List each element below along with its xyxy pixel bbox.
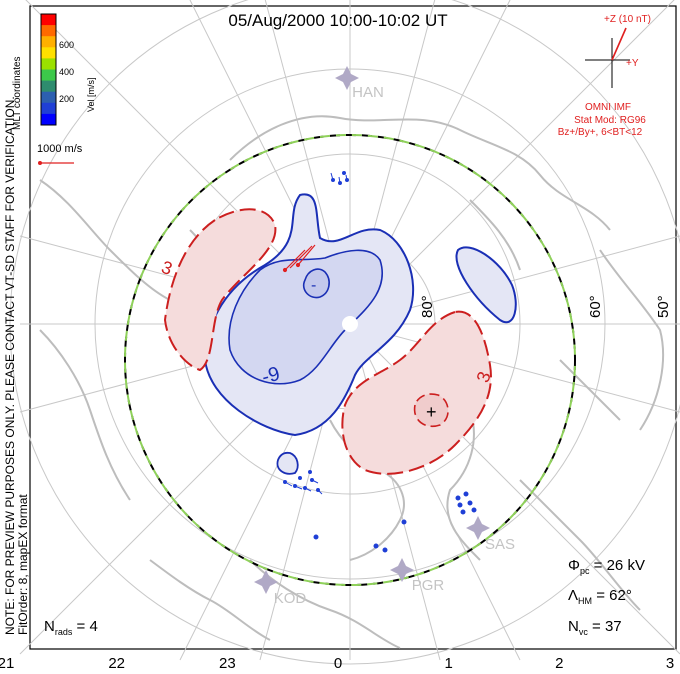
station-kod: KOD xyxy=(274,590,307,607)
velocity-colorbar xyxy=(41,14,56,126)
mlt-tick-label: 3 xyxy=(666,655,674,672)
red-vectors xyxy=(282,244,316,273)
latitude-label-80: 80° xyxy=(419,295,436,318)
hm-latitude: ΛHM = 62° xyxy=(568,587,632,606)
cross-polar-potential: Φpc = 26 kV xyxy=(568,557,645,576)
colorbar-label: Vel [m/s] xyxy=(86,77,96,112)
coastlines xyxy=(39,115,665,649)
colorbar-segment xyxy=(41,102,56,115)
positive-cell-east xyxy=(341,310,492,475)
scale-vector-origin xyxy=(38,161,42,165)
imf-source: OMNI IMF xyxy=(585,102,631,113)
latitude-label-60: 60° xyxy=(587,295,604,318)
scale-label: 1000 m/s xyxy=(37,143,83,155)
negative-blob-south xyxy=(276,451,299,475)
colorbar-tick-200: 200 xyxy=(59,94,74,104)
preview-note: NOTE: FOR PREVIEW PURPOSES ONLY. PLEASE … xyxy=(3,96,17,635)
contour-label-neg-9: -9 xyxy=(259,363,282,389)
colorbar-segment xyxy=(41,80,56,93)
contour-label-max: + xyxy=(426,402,437,422)
colorbar-segment xyxy=(41,25,56,37)
station-sas: SAS xyxy=(485,536,515,553)
colorbar-segment xyxy=(41,58,56,70)
fit-order-note: FitOrder: 8, mapEX format xyxy=(16,494,30,635)
colorbar-tick-400: 400 xyxy=(59,67,74,77)
mlt-tick-label: 1 xyxy=(444,655,452,672)
station-pgr: PGR xyxy=(412,577,445,594)
mlt-tick-label: 0 xyxy=(334,655,342,672)
imf-y-label: +Y xyxy=(626,58,639,69)
velocity-vectors xyxy=(283,171,477,553)
contour-label-min: - xyxy=(311,277,316,294)
colorbar-tick-600: 600 xyxy=(59,40,74,50)
positive-cell-west xyxy=(163,208,277,372)
positive-cell-east-inner xyxy=(413,393,449,427)
stat-model: Stat Mod: RG96 xyxy=(574,115,646,126)
negative-blob-east xyxy=(455,246,517,324)
station-markers xyxy=(254,66,490,594)
colorbar-segment xyxy=(41,91,56,104)
station-han: HAN xyxy=(352,84,384,101)
imf-z-label: +Z (10 nT) xyxy=(604,14,651,25)
colorbar-segment xyxy=(41,47,56,59)
mlt-tick-label: 23 xyxy=(219,655,236,672)
mlt-tick-label: 22 xyxy=(108,655,125,672)
colorbar-segment xyxy=(41,14,56,26)
coordinate-system-label: MLT coordinates xyxy=(12,56,23,130)
colorbar-segment xyxy=(41,36,56,48)
mlt-tick-label: 2 xyxy=(555,655,563,672)
latitude-label-50: 50° xyxy=(655,295,672,318)
map-title: 05/Aug/2000 10:00-10:02 UT xyxy=(228,11,447,30)
imf-condition: Bz+/By+, 6<BT<12 xyxy=(558,127,643,138)
colorbar-segment xyxy=(41,113,56,126)
vector-count: Nvc = 37 xyxy=(568,618,622,637)
colorbar-segment xyxy=(41,69,56,82)
negative-cell-core xyxy=(302,268,330,299)
pole-marker xyxy=(342,316,358,332)
mlt-axis: 21 22 23 0 1 2 3 xyxy=(0,655,674,672)
imf-clock xyxy=(585,27,630,88)
colorbar-frame xyxy=(40,13,57,126)
hm-boundary xyxy=(124,134,576,586)
mlt-tick-label: 21 xyxy=(0,655,14,672)
